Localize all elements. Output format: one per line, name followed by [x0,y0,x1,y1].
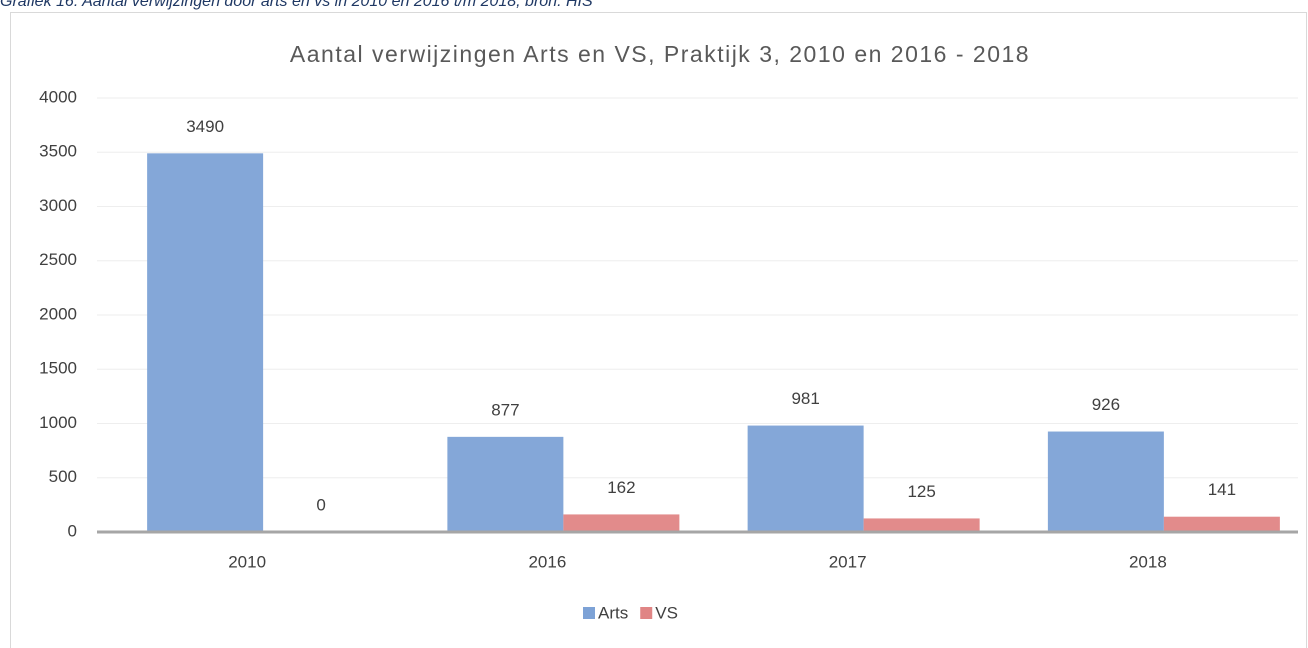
y-tick-label: 0 [68,521,77,540]
legend-label: Arts [598,603,628,622]
bar [747,425,864,532]
data-label: 981 [791,389,819,408]
y-tick-label: 1500 [39,359,77,378]
y-tick-label: 2500 [39,250,77,269]
x-tick-label: 2016 [528,552,566,571]
data-label: 877 [491,400,519,419]
data-label: 926 [1092,395,1120,414]
legend-swatch [640,607,653,619]
chart-title: Aantal verwijzingen Arts en VS, Praktijk… [290,41,1030,67]
y-tick-label: 2000 [39,304,77,323]
x-tick-label: 2010 [228,552,266,571]
data-label: 3490 [186,117,224,136]
y-tick-label: 4000 [39,87,77,106]
bar [563,514,680,532]
data-label: 125 [907,482,935,501]
bar [863,518,980,532]
y-tick-label: 3500 [39,142,77,161]
bar [447,436,564,532]
data-label: 141 [1208,480,1236,499]
bar [1047,431,1164,532]
bar [1163,516,1280,532]
x-tick-label: 2018 [1129,552,1167,571]
y-tick-label: 1000 [39,413,77,432]
y-tick-label: 500 [49,467,77,486]
data-label: 0 [316,495,325,514]
caption: Grafiek 16: Aantal verwijzingen door art… [0,0,593,10]
y-tick-label: 3000 [39,196,77,215]
data-label: 162 [607,478,635,497]
legend-swatch [583,607,595,619]
legend-label: VS [655,603,678,622]
x-tick-label: 2017 [829,552,867,571]
bar [147,153,264,532]
